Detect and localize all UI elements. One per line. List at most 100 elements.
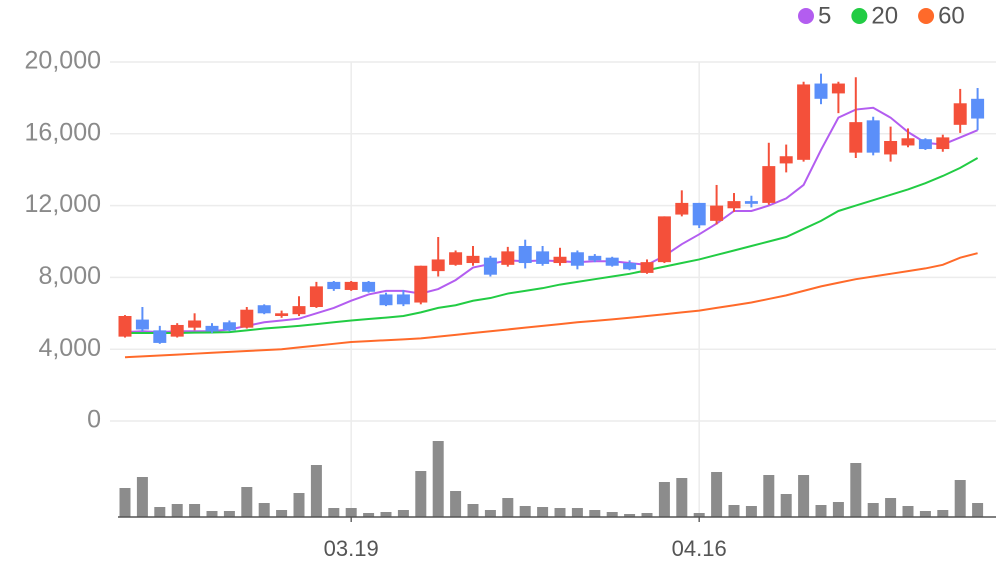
volume-bar — [293, 493, 305, 517]
candle-body — [953, 103, 967, 125]
volume-bar — [537, 507, 549, 517]
candle-body — [570, 252, 584, 266]
candle-body — [657, 216, 671, 263]
legend-label: 5 — [818, 2, 831, 29]
volume-bar — [467, 504, 479, 517]
candle-body — [501, 251, 515, 265]
volume-bar — [850, 463, 862, 517]
candle-body — [536, 251, 550, 264]
candle-body — [797, 84, 811, 160]
volume-bar — [606, 512, 618, 517]
candle-body — [918, 139, 932, 150]
candle-body — [414, 265, 428, 303]
volume-bar — [902, 506, 914, 517]
volume-bar — [832, 502, 844, 517]
volume-bar — [484, 510, 496, 517]
candle-body — [814, 83, 828, 99]
volume-bar — [554, 508, 566, 517]
y-tick-label: 12,000 — [25, 190, 101, 218]
volume-bar — [954, 480, 966, 517]
volume-bar — [450, 491, 462, 517]
candle-body — [849, 122, 863, 153]
candle-body — [205, 325, 219, 332]
volume-bar — [310, 465, 322, 517]
y-tick-label: 4,000 — [38, 334, 101, 362]
legend-label: 60 — [938, 2, 965, 29]
candle-body — [901, 138, 915, 146]
volume-bar — [241, 487, 253, 517]
candle-body — [710, 205, 724, 221]
volume-bar — [345, 508, 357, 517]
candle-body — [449, 252, 463, 265]
volume-bar — [171, 504, 183, 517]
volume-bar — [641, 513, 653, 517]
volume-bar — [763, 475, 775, 517]
candle-body — [692, 202, 706, 226]
volume-bar — [589, 510, 601, 517]
candle-body — [588, 255, 602, 261]
candle-body — [344, 281, 358, 290]
ma-line — [125, 157, 979, 335]
volume-bar — [867, 503, 879, 517]
legend-swatch — [918, 8, 935, 24]
volume-bar — [136, 477, 148, 517]
ma-line — [124, 252, 978, 359]
volume-bar — [328, 508, 340, 517]
volume-bar — [223, 511, 235, 517]
candle-body — [240, 309, 254, 328]
y-tick-label: 16,000 — [25, 118, 101, 146]
volume-bar — [798, 475, 810, 517]
ma-line — [124, 106, 978, 334]
legend-swatch — [851, 8, 868, 24]
legend-label: 20 — [871, 2, 898, 29]
y-tick-label: 8,000 — [38, 262, 101, 290]
candle-body — [275, 313, 289, 316]
candle-body — [762, 166, 776, 203]
candle-body — [257, 305, 271, 314]
volume-bar — [571, 508, 583, 517]
volume-bar — [780, 494, 792, 517]
volume-bar — [432, 441, 444, 517]
candle-body — [518, 245, 532, 264]
volume-bar — [972, 503, 984, 517]
volume-bar — [380, 512, 392, 517]
volume-bar — [937, 510, 949, 517]
y-tick-label: 0 — [87, 406, 101, 434]
candle-body — [884, 140, 898, 155]
candle-body — [379, 294, 393, 306]
candle-body — [483, 257, 497, 275]
x-tick-label: 03.19 — [324, 536, 379, 561]
volume-bar — [624, 514, 636, 517]
candle-body — [640, 262, 654, 273]
candle-body — [118, 315, 132, 337]
candle-body — [744, 201, 758, 204]
candle-body — [466, 255, 480, 264]
candle-body — [971, 98, 985, 119]
volume-bar — [728, 505, 740, 517]
volume-bar — [276, 510, 288, 517]
volume-bar — [815, 505, 827, 517]
candle-body — [605, 257, 619, 266]
volume-bar — [676, 478, 688, 517]
candle-body — [623, 263, 637, 270]
volume-bar — [885, 498, 897, 517]
candle-body — [831, 83, 845, 94]
volume-bar — [397, 510, 409, 517]
volume-bar — [502, 498, 514, 517]
volume-bar — [154, 507, 166, 517]
candle-body — [188, 320, 202, 328]
candle-body — [362, 281, 376, 292]
volume-bar — [363, 513, 375, 517]
candle-body — [779, 156, 793, 164]
volume-bar — [415, 471, 427, 517]
candle-body — [396, 294, 410, 305]
candle-body — [866, 120, 880, 153]
candle-body — [936, 137, 950, 150]
volume-bar — [119, 488, 131, 517]
candle-body — [135, 319, 149, 330]
volume-bar — [745, 506, 757, 517]
candle-body — [170, 324, 184, 337]
candle-body — [675, 202, 689, 215]
volume-bar — [711, 472, 723, 517]
